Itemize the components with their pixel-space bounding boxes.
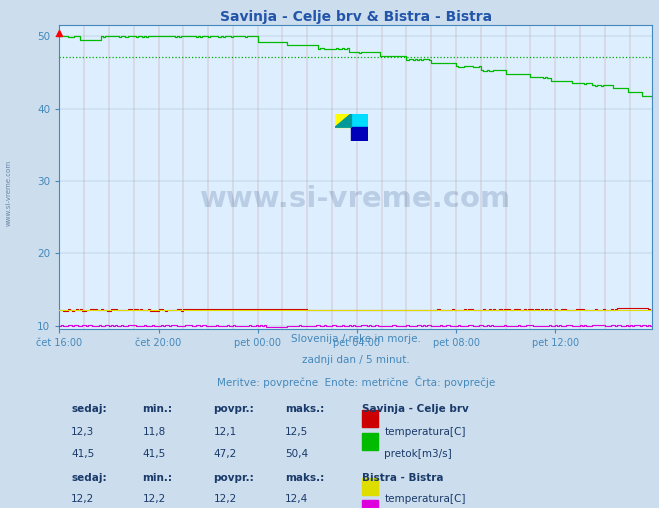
Text: 50,4: 50,4: [285, 449, 308, 459]
Bar: [351, 127, 368, 141]
Text: Bistra - Bistra: Bistra - Bistra: [362, 473, 444, 484]
Text: min.:: min.:: [142, 473, 173, 484]
Text: temperatura[C]: temperatura[C]: [384, 427, 466, 436]
Text: 41,5: 41,5: [142, 449, 165, 459]
Text: Savinja - Celje brv: Savinja - Celje brv: [362, 404, 469, 414]
Text: zadnji dan / 5 minut.: zadnji dan / 5 minut.: [302, 355, 410, 365]
Text: maks.:: maks.:: [285, 404, 324, 414]
Text: www.si-vreme.com: www.si-vreme.com: [200, 184, 511, 213]
Text: povpr.:: povpr.:: [214, 473, 254, 484]
Text: min.:: min.:: [142, 404, 173, 414]
Text: 12,5: 12,5: [285, 427, 308, 436]
Text: 12,2: 12,2: [214, 494, 237, 504]
Text: 12,2: 12,2: [71, 494, 94, 504]
Text: 12,4: 12,4: [285, 494, 308, 504]
Bar: [362, 478, 378, 495]
Bar: [351, 113, 368, 127]
Text: 47,2: 47,2: [214, 449, 237, 459]
Text: 12,1: 12,1: [214, 427, 237, 436]
Text: pretok[m3/s]: pretok[m3/s]: [384, 449, 452, 459]
Text: maks.:: maks.:: [285, 473, 324, 484]
Polygon shape: [335, 113, 351, 127]
Text: sedaj:: sedaj:: [71, 404, 107, 414]
Text: sedaj:: sedaj:: [71, 473, 107, 484]
Text: Slovenija / reke in morje.: Slovenija / reke in morje.: [291, 334, 421, 344]
Text: Meritve: povprečne  Enote: metrične  Črta: povprečje: Meritve: povprečne Enote: metrične Črta:…: [217, 376, 495, 388]
Bar: [335, 113, 351, 127]
Text: temperatura[C]: temperatura[C]: [384, 494, 466, 504]
Bar: [362, 433, 378, 450]
Text: 11,8: 11,8: [142, 427, 165, 436]
Bar: [362, 410, 378, 427]
Title: Savinja - Celje brv & Bistra - Bistra: Savinja - Celje brv & Bistra - Bistra: [220, 10, 492, 24]
Text: 12,3: 12,3: [71, 427, 94, 436]
Text: 41,5: 41,5: [71, 449, 94, 459]
Text: www.si-vreme.com: www.si-vreme.com: [5, 160, 12, 226]
Text: 12,2: 12,2: [142, 494, 165, 504]
Bar: [362, 500, 378, 508]
Text: povpr.:: povpr.:: [214, 404, 254, 414]
